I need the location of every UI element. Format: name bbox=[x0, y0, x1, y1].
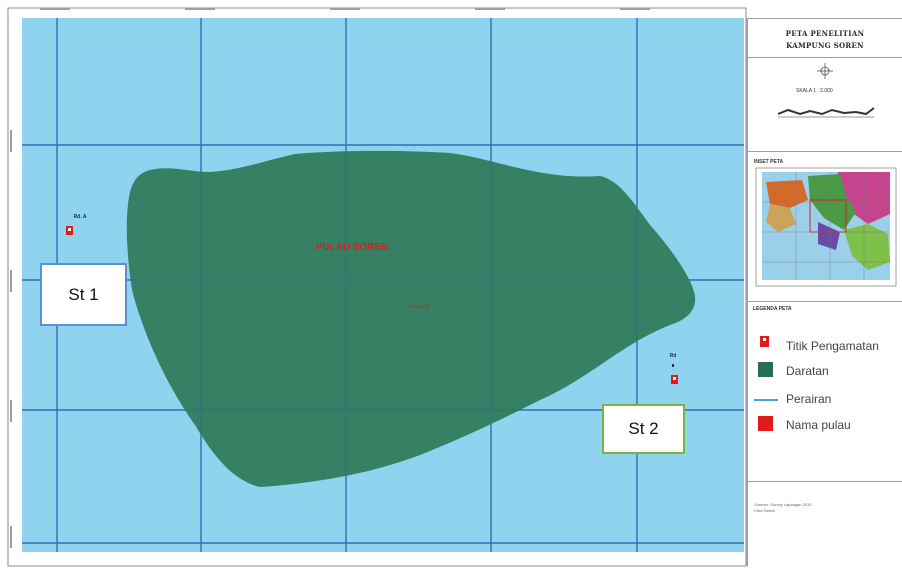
land-swatch-icon bbox=[758, 362, 773, 377]
legend-block: LEGENDA PETA Titik Pengamatan Daratan Pe… bbox=[748, 302, 902, 482]
credit-line-1: Sumber: Survey Lapangan 2015 bbox=[754, 502, 812, 507]
observation-point-icon bbox=[760, 336, 769, 347]
island-name-swatch-icon bbox=[758, 416, 773, 431]
credit-line-2: Citra Satelit bbox=[754, 508, 775, 513]
left-coordinate-ticks bbox=[10, 130, 12, 548]
island-name-label: PULAU SOREN bbox=[316, 242, 389, 253]
inset-map bbox=[755, 167, 897, 287]
title-block: PETA PENELITIAN KAMPUNG SOREN bbox=[748, 18, 902, 58]
scale-label: SKALA 1 : 2.000 bbox=[796, 88, 833, 94]
station-2-callout: St 2 bbox=[602, 404, 685, 454]
legend-item-label: Daratan bbox=[786, 364, 829, 378]
inset-title: INSET PETA bbox=[754, 159, 784, 165]
station-2-marker bbox=[671, 375, 678, 384]
legend-item-label: Perairan bbox=[786, 392, 832, 406]
station-2-tick bbox=[672, 364, 674, 367]
station-2-code: Rd bbox=[670, 353, 677, 359]
scale-block: SKALA 1 : 2.000 bbox=[748, 58, 902, 152]
map-title-line-1: PETA PENELITIAN bbox=[785, 29, 865, 38]
island-polygon bbox=[126, 150, 696, 487]
station-1-callout: St 1 bbox=[40, 263, 127, 326]
station-1-marker bbox=[66, 226, 73, 235]
island-sub-label: Kampung bbox=[407, 304, 429, 310]
scale-bar bbox=[777, 107, 875, 118]
grid-lines-over-land bbox=[126, 150, 694, 485]
water-line-icon bbox=[754, 399, 778, 401]
legend-item-label: Nama pulau bbox=[786, 418, 851, 432]
station-1-label: St 1 bbox=[68, 284, 99, 304]
top-coordinate-ticks bbox=[40, 8, 650, 10]
map-title-line-2: KAMPUNG SOREN bbox=[786, 41, 864, 50]
map-side-panel: PETA PENELITIAN KAMPUNG SOREN SKALA 1 : … bbox=[746, 18, 902, 566]
north-arrow-icon bbox=[817, 63, 833, 79]
station-2-label: St 2 bbox=[628, 419, 659, 438]
inset-map-block: INSET PETA bbox=[748, 152, 902, 302]
credit-block: Sumber: Survey Lapangan 2015 Citra Satel… bbox=[748, 486, 902, 566]
legend-title: LEGENDA PETA bbox=[753, 306, 792, 312]
station-1-code: Rd. A bbox=[74, 214, 87, 220]
legend-item-label: Titik Pengamatan bbox=[786, 339, 879, 353]
